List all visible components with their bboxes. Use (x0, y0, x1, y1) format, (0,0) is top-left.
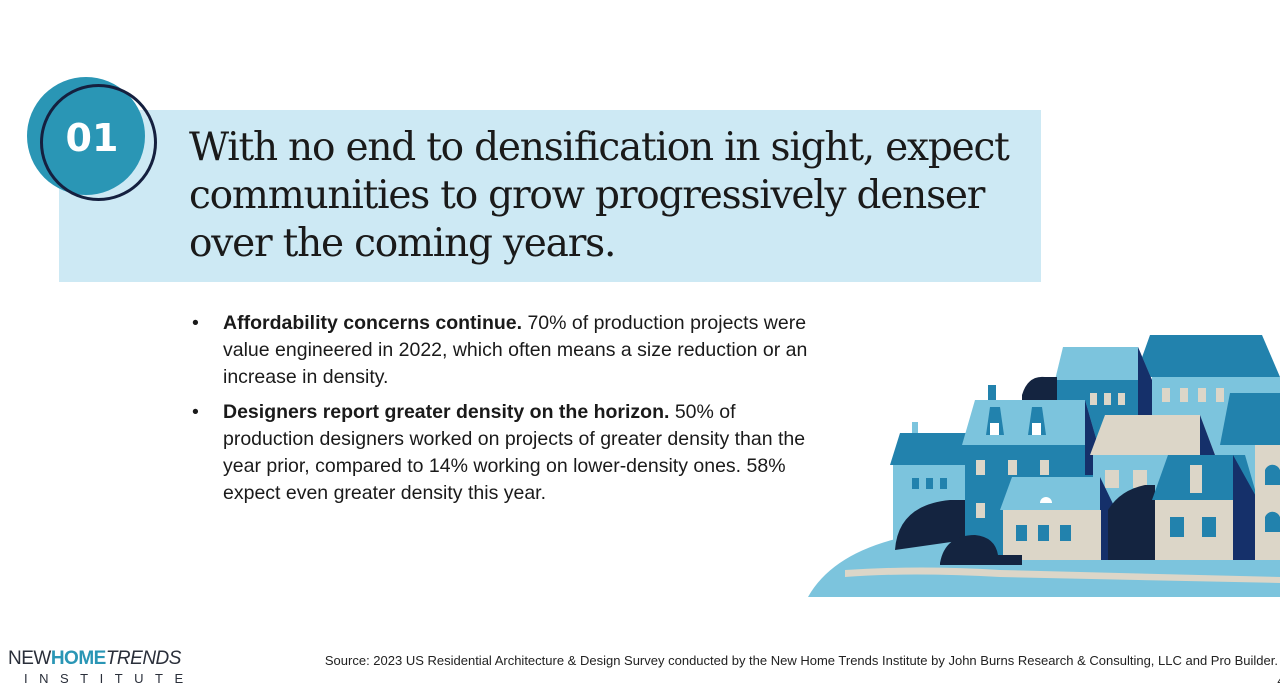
institute-logo: NEWHOMETRENDS INSTITUTE (8, 648, 195, 686)
source-note: Source: 2023 US Residential Architecture… (324, 653, 1278, 668)
bullet-text: 70% of production projects were value en… (223, 312, 808, 388)
bullet-heading: Designers report greater density on the … (223, 401, 670, 423)
tree (1108, 485, 1155, 560)
roof (890, 433, 975, 465)
house-wall (1155, 500, 1233, 560)
tree (940, 535, 1022, 565)
bullet-list: • Affordability concerns continue. 70% o… (190, 310, 830, 515)
bullet-heading: Affordability concerns continue. (223, 312, 523, 334)
slide-title: With no end to densification in sight, e… (189, 125, 1010, 266)
title-band (59, 110, 1041, 282)
bullet-item: • Designers report greater density on th… (190, 399, 830, 507)
roof (1000, 477, 1108, 510)
roof (1152, 455, 1258, 500)
number-badge: 01 (65, 116, 119, 160)
bullet-icon: • (192, 401, 199, 423)
roof (1135, 335, 1280, 377)
tree (895, 500, 965, 550)
bullet-item: • Affordability concerns continue. 70% o… (190, 310, 830, 391)
roof (1220, 393, 1280, 445)
roof (1090, 415, 1215, 455)
roof (1055, 347, 1152, 380)
number-badge-ring (40, 84, 157, 201)
bullet-icon: • (192, 312, 199, 334)
town-houses-illustration (808, 335, 1280, 597)
page-number: 4 (1277, 674, 1280, 688)
bullet-text: 50% of production designers worked on pr… (223, 401, 806, 504)
logo-wordmark: NEWHOMETRENDS (8, 648, 181, 669)
road-shape (845, 567, 1280, 583)
logo-institute: INSTITUTE (24, 671, 195, 686)
